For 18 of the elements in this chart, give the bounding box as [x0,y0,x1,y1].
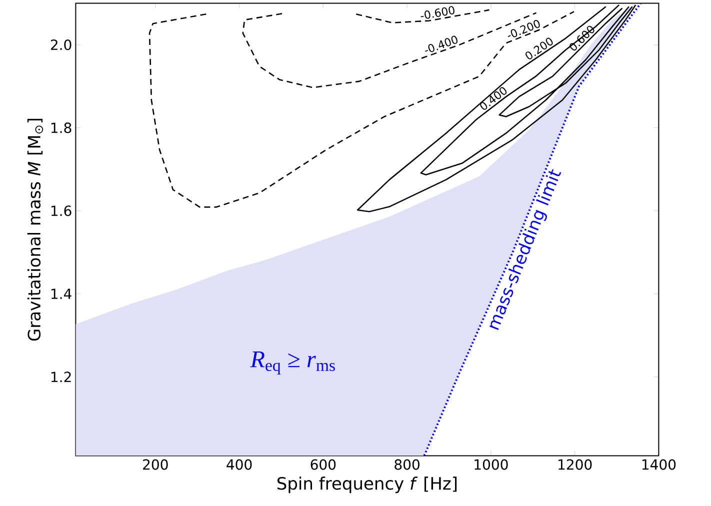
y-tick-label: 2.0 [50,40,72,50]
x-tick-label: 1400 [642,459,676,470]
x-tick-label: 1000 [474,459,508,470]
x-axis-title: Spin frequency f [Hz] [278,476,457,494]
y-tick-label: 1.8 [51,122,72,134]
x-tick-label: 1200 [558,459,592,470]
y-tick-label: 1.6 [51,206,72,216]
y-tick-label: 1.2 [51,372,71,382]
x-tick-label: 600 [310,459,336,470]
annotation: R$_{eq}$ ≥ r$_{ms}$ [250,351,335,374]
text: -0.400 [424,36,458,52]
x-tick-label: 800 [394,459,420,470]
x-tick-label: 200 [143,459,168,470]
y-tick-label: 1.4 [51,288,72,299]
x-tick-label: 400 [226,459,252,470]
text: -0.200 [508,20,540,38]
text: -0.600 [420,6,454,19]
y-axis-title: Gravitational mass M [M$_{⊙}$] [27,118,44,341]
